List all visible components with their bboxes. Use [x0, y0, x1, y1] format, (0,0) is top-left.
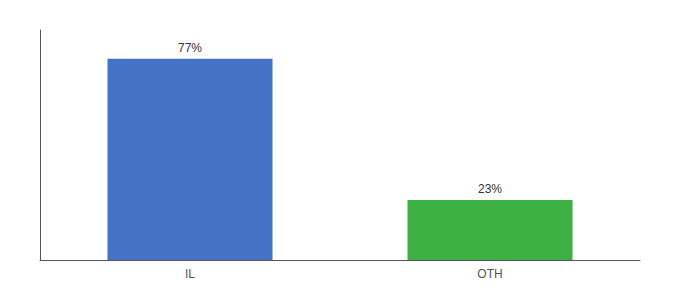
svg-text:23%: 23%	[478, 182, 502, 196]
svg-text:OTH: OTH	[477, 267, 502, 281]
svg-text:IL: IL	[185, 267, 195, 281]
svg-text:77%: 77%	[178, 41, 202, 55]
